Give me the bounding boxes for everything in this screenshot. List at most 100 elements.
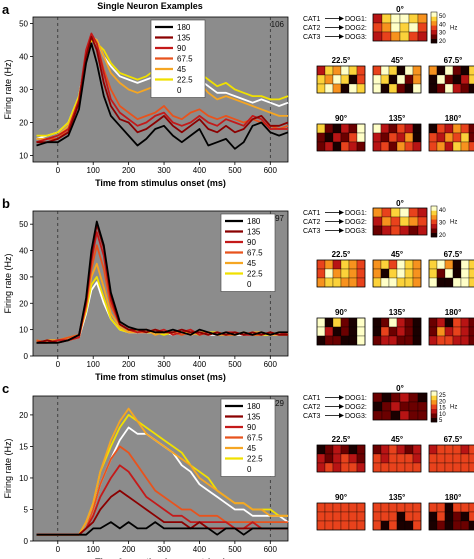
heatmap-small-cell [324, 268, 334, 279]
heatmap-small-cell [372, 444, 382, 455]
colorbar-tick-label: 30 [439, 221, 446, 227]
heatmap-small-cell [348, 502, 358, 513]
heatmap-cell [417, 401, 428, 412]
row-arrow-head [339, 395, 344, 400]
heatmap-small-cell [428, 326, 438, 337]
colorbar-unit: Hz [450, 220, 457, 226]
colorbar-segment [431, 16, 437, 22]
heatmap-cell [381, 13, 392, 24]
colorbar-tick-label: 30 [439, 31, 446, 37]
heatmap-small-title: 90° [335, 114, 347, 123]
heatmap-small-cell [436, 326, 446, 337]
heatmap-small-cell [332, 65, 342, 76]
heatmap-small-cell [452, 277, 462, 288]
heatmap-small-cell [388, 462, 398, 473]
heatmap-small-cell [340, 326, 350, 337]
heatmap-small-cell [436, 511, 446, 522]
heatmap-small-cell [396, 123, 406, 134]
heatmap-small-cell [332, 268, 342, 279]
legend-label-180: 180 [247, 217, 261, 226]
heatmap-cell [390, 22, 401, 33]
heatmap-small-cell [396, 74, 406, 85]
colorbar-segment [431, 391, 437, 396]
heatmap-small-cell [380, 326, 390, 337]
row-arrow-head [339, 34, 344, 39]
heatmap-small-cell [468, 326, 474, 337]
heatmap-cell [417, 207, 428, 218]
heatmap-small-cell [380, 317, 390, 328]
neuron-id: 106 [271, 20, 285, 29]
heatmap-small-cell [372, 141, 382, 152]
heatmap-cell [390, 392, 401, 403]
heatmap-small-cell [324, 83, 334, 94]
heatmap-small-cell [324, 141, 334, 152]
heatmap-small-cell [412, 74, 422, 85]
heatmap-small-cell [396, 65, 406, 76]
legend-label-180: 180 [247, 402, 261, 411]
heatmap-small-title: 90° [335, 493, 347, 502]
x-tick-label: 0 [56, 545, 61, 554]
heatmap-small-cell [412, 259, 422, 270]
row-arrow-head [339, 210, 344, 215]
heatmap-small-cell [340, 453, 350, 464]
heatmap-small-cell [372, 462, 382, 473]
heatmap-small-cell [468, 511, 474, 522]
heatmap-small-cell [404, 123, 414, 134]
heatmap-small-cell [316, 520, 326, 531]
heatmap-small-cell [348, 132, 358, 143]
heatmap-small-cell [316, 511, 326, 522]
heatmap-small-cell [380, 520, 390, 531]
legend-label-135: 135 [247, 413, 261, 422]
heatmap-small-cell [452, 326, 462, 337]
heatmap-small-cell [460, 520, 470, 531]
heatmap-small-cell [348, 65, 358, 76]
heatmap-small-cell [348, 141, 358, 152]
heatmap-small-frame [316, 259, 366, 288]
legend-label-135: 135 [247, 228, 261, 237]
heatmap-small-cell [444, 326, 454, 337]
heatmap-small-cell [332, 520, 342, 531]
heatmap-small-cell [436, 277, 446, 288]
heatmap-cell [408, 207, 419, 218]
heatmap-small-cell [372, 453, 382, 464]
colorbar-segment [431, 232, 437, 238]
heatmap-small-cell [444, 453, 454, 464]
row-label-cat: CAT1 [303, 16, 320, 23]
figure-title: Single Neuron Examples [97, 1, 203, 11]
heatmap-small-cell [332, 141, 342, 152]
heatmap-small-frame [372, 123, 422, 152]
heatmap-small-cell [348, 123, 358, 134]
heatmap-small-cell [388, 123, 398, 134]
row-arrow-head [339, 413, 344, 418]
heatmap-group: 0° CAT1 DOG1: CAT2 DOG2: CAT3 DOG3: 40 30 20 Hz 22.… [303, 199, 474, 346]
heatmap-small-cell [452, 83, 462, 94]
heatmap-small-cell [388, 277, 398, 288]
heatmap-small-cell [388, 453, 398, 464]
heatmap-small-cell [460, 268, 470, 279]
panel-label: a [2, 2, 10, 17]
heatmap-cell [417, 225, 428, 236]
x-tick-label: 200 [122, 360, 136, 369]
legend-label-0: 0 [177, 86, 182, 95]
colorbar-segment [431, 210, 437, 216]
y-tick-label: 10 [19, 151, 28, 160]
heatmap-small-cell [468, 141, 474, 152]
heatmap-small-cell [412, 141, 422, 152]
colorbar-segment [431, 404, 437, 410]
heatmap-small-cell [332, 132, 342, 143]
heatmap-small-cell [460, 132, 470, 143]
colorbar-segment [431, 399, 437, 405]
colorbar-tick-label: 10 [439, 412, 446, 418]
heatmap-cell [408, 410, 419, 421]
series-line-135 [36, 489, 288, 536]
heatmap-small-cell [428, 259, 438, 270]
heatmap-small-cell [404, 317, 414, 328]
heatmap-cell [408, 401, 419, 412]
row-label-dog: DOG1: [345, 16, 367, 23]
heatmap-small-cell [404, 326, 414, 337]
x-tick-label: 400 [193, 360, 207, 369]
heatmap-small-cell [404, 132, 414, 143]
series-line-180 [36, 521, 288, 536]
heatmap-small-cell [404, 141, 414, 152]
